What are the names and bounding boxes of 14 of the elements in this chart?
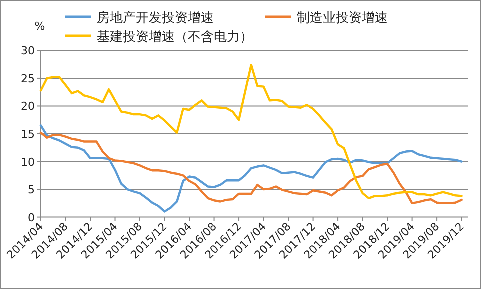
y-tick-label: 30 [21, 44, 35, 58]
legend-label: 基建投资增速（不含电力） [97, 30, 253, 45]
y-axis-title: % [34, 20, 46, 33]
y-tick-label: 25 [21, 72, 35, 86]
line-series [40, 124, 463, 213]
legend-label: 房地产开发投资增速 [97, 10, 214, 26]
y-tick-label: 0 [28, 211, 35, 224]
line-series [40, 132, 463, 205]
y-tick-label: 5 [28, 184, 35, 197]
y-tick-label: 10 [21, 156, 35, 169]
y-tick-label: 20 [21, 100, 35, 114]
line-series [40, 64, 463, 200]
legend-label: 制造业投资增速 [297, 11, 388, 26]
y-tick-label: 15 [21, 128, 35, 141]
